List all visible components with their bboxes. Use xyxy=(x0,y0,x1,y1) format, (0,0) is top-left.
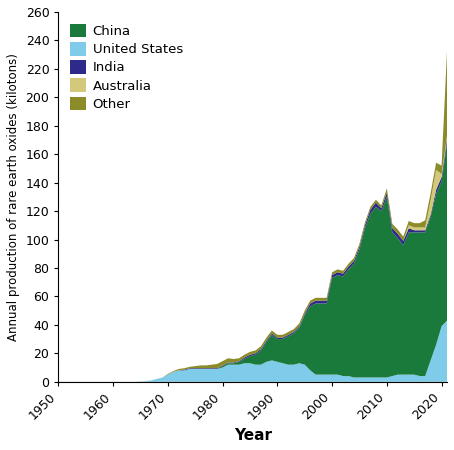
X-axis label: Year: Year xyxy=(234,428,272,443)
Y-axis label: Annual production of rare earth oxides (kilotons): Annual production of rare earth oxides (… xyxy=(7,53,20,341)
Legend: China, United States, India, Australia, Other: China, United States, India, Australia, … xyxy=(65,18,188,116)
